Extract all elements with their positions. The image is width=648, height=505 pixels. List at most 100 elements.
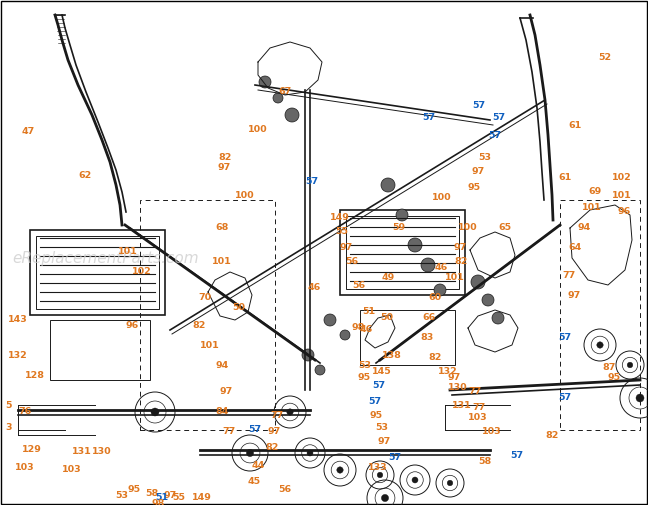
Text: 138: 138 bbox=[382, 350, 402, 360]
Text: 149: 149 bbox=[330, 214, 350, 223]
Circle shape bbox=[337, 467, 343, 473]
Text: 82: 82 bbox=[454, 258, 467, 267]
Text: 96: 96 bbox=[125, 321, 138, 329]
Text: 132: 132 bbox=[438, 368, 457, 377]
Text: 149: 149 bbox=[192, 493, 212, 502]
Circle shape bbox=[381, 178, 395, 192]
Text: 77: 77 bbox=[222, 428, 235, 436]
Text: 5: 5 bbox=[5, 400, 12, 410]
Text: 100: 100 bbox=[458, 224, 478, 232]
Text: 57: 57 bbox=[388, 453, 401, 463]
Text: 97: 97 bbox=[220, 387, 233, 396]
Circle shape bbox=[246, 449, 253, 457]
Text: 57: 57 bbox=[248, 426, 261, 434]
Text: 101: 101 bbox=[118, 247, 138, 257]
Text: 77: 77 bbox=[472, 403, 485, 413]
Text: 53: 53 bbox=[375, 424, 388, 432]
Text: 102: 102 bbox=[612, 174, 632, 182]
Text: 101: 101 bbox=[445, 274, 465, 282]
Text: 77: 77 bbox=[562, 271, 575, 279]
Bar bbox=[50, 320, 150, 380]
Text: eReplacementParts.com: eReplacementParts.com bbox=[12, 250, 199, 266]
Circle shape bbox=[482, 294, 494, 306]
Text: 57: 57 bbox=[488, 130, 501, 139]
Text: 57: 57 bbox=[492, 114, 505, 123]
Text: 94: 94 bbox=[578, 224, 591, 232]
Text: 84: 84 bbox=[215, 408, 228, 417]
Text: 50: 50 bbox=[380, 314, 393, 323]
Text: 83: 83 bbox=[420, 333, 434, 342]
Text: 82: 82 bbox=[192, 321, 205, 329]
Text: 82: 82 bbox=[265, 443, 279, 452]
Text: 53: 53 bbox=[478, 154, 491, 163]
Text: 51: 51 bbox=[155, 493, 168, 502]
Circle shape bbox=[408, 238, 422, 252]
Text: 69: 69 bbox=[588, 187, 601, 196]
Text: 128: 128 bbox=[25, 371, 45, 379]
Text: 96: 96 bbox=[618, 208, 631, 217]
Text: 68: 68 bbox=[215, 224, 228, 232]
Circle shape bbox=[434, 284, 446, 296]
Text: 57: 57 bbox=[422, 114, 435, 123]
Text: 131: 131 bbox=[452, 400, 472, 410]
Text: 129: 129 bbox=[22, 445, 42, 455]
Text: 97: 97 bbox=[340, 243, 353, 252]
Text: 49: 49 bbox=[382, 274, 395, 282]
Text: 57: 57 bbox=[472, 100, 485, 110]
Text: 95: 95 bbox=[128, 485, 141, 494]
Text: 46: 46 bbox=[308, 283, 321, 292]
Circle shape bbox=[471, 275, 485, 289]
Text: 145: 145 bbox=[372, 368, 392, 377]
Circle shape bbox=[340, 330, 350, 340]
Bar bbox=[360, 310, 455, 365]
Text: 46: 46 bbox=[435, 264, 448, 273]
Circle shape bbox=[259, 76, 271, 88]
Text: 53: 53 bbox=[115, 490, 128, 499]
Text: 103: 103 bbox=[15, 464, 34, 473]
Text: 62: 62 bbox=[78, 171, 91, 179]
Text: 77: 77 bbox=[468, 387, 481, 396]
Text: 60: 60 bbox=[428, 293, 441, 302]
Text: 103: 103 bbox=[62, 466, 82, 475]
Text: 61: 61 bbox=[568, 121, 581, 129]
Circle shape bbox=[447, 480, 453, 486]
Circle shape bbox=[377, 472, 383, 478]
Text: 56: 56 bbox=[345, 258, 358, 267]
Text: 51: 51 bbox=[362, 308, 375, 317]
Circle shape bbox=[412, 477, 418, 483]
Text: 101: 101 bbox=[582, 204, 602, 213]
Text: 102: 102 bbox=[132, 268, 152, 277]
Circle shape bbox=[492, 312, 504, 324]
Text: 95: 95 bbox=[608, 374, 621, 382]
Text: 57: 57 bbox=[510, 450, 523, 460]
Text: 132: 132 bbox=[8, 350, 28, 360]
Circle shape bbox=[285, 108, 299, 122]
Text: 94: 94 bbox=[215, 361, 228, 370]
Text: 97: 97 bbox=[218, 164, 231, 173]
Text: 64: 64 bbox=[568, 243, 581, 252]
Text: 130: 130 bbox=[448, 383, 468, 392]
Text: 97: 97 bbox=[454, 243, 467, 252]
Text: 76: 76 bbox=[18, 408, 31, 417]
Text: 47: 47 bbox=[22, 127, 35, 136]
Text: 50: 50 bbox=[232, 304, 245, 313]
Text: 66: 66 bbox=[422, 314, 435, 323]
Circle shape bbox=[273, 93, 283, 103]
Text: 97: 97 bbox=[268, 428, 281, 436]
Text: 101: 101 bbox=[612, 190, 632, 199]
Text: 95: 95 bbox=[468, 183, 481, 192]
Text: 57: 57 bbox=[558, 393, 571, 402]
Circle shape bbox=[382, 494, 389, 501]
Circle shape bbox=[287, 409, 293, 415]
Text: 57: 57 bbox=[372, 380, 385, 389]
Text: 97: 97 bbox=[378, 437, 391, 446]
Circle shape bbox=[151, 408, 159, 416]
Text: 103: 103 bbox=[482, 428, 502, 436]
Text: 95: 95 bbox=[370, 411, 383, 420]
Text: 67: 67 bbox=[278, 87, 291, 96]
Text: 77: 77 bbox=[270, 411, 283, 420]
Text: 56: 56 bbox=[278, 485, 291, 494]
Text: 59: 59 bbox=[392, 224, 405, 232]
Circle shape bbox=[421, 258, 435, 272]
Text: 3: 3 bbox=[5, 424, 12, 432]
